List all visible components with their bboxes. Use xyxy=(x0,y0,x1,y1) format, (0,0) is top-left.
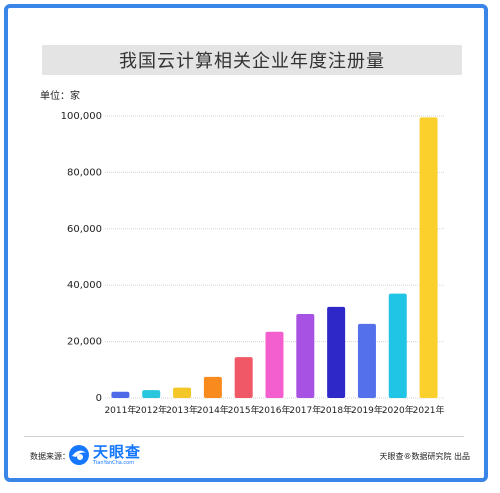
bar xyxy=(142,390,161,398)
logo-icon xyxy=(69,445,89,465)
bar xyxy=(173,387,192,398)
x-tick-label: 2011年 xyxy=(104,404,136,416)
y-tick-label: 100,000 xyxy=(61,111,102,122)
bar xyxy=(203,376,222,398)
x-tick-label: 2018年 xyxy=(320,404,352,416)
y-tick-label: 80,000 xyxy=(67,167,102,178)
footer-divider xyxy=(24,436,464,437)
x-tick-label: 2017年 xyxy=(289,404,321,416)
bar xyxy=(111,391,130,398)
chart-frame xyxy=(4,4,488,482)
y-tick-label: 60,000 xyxy=(67,224,102,235)
bar xyxy=(265,331,284,398)
bar xyxy=(357,323,376,398)
logo-text-cn: 天眼查 xyxy=(93,443,142,461)
bar xyxy=(296,313,315,398)
title-bar: 我国云计算相关企业年度注册量 xyxy=(42,45,462,75)
bar xyxy=(419,117,438,398)
x-tick-label: 2021年 xyxy=(413,404,445,416)
credit-text: 天眼查®数据研究院 出品 xyxy=(379,452,470,461)
y-tick-label: 0 xyxy=(96,393,102,404)
source-label: 数据来源： xyxy=(30,452,70,461)
unit-label: 单位：家 xyxy=(40,91,80,102)
x-tick-label: 2016年 xyxy=(259,404,291,416)
tianyancha-logo: 天眼查 TianYanCha.com xyxy=(67,443,141,467)
x-tick-label: 2015年 xyxy=(228,404,260,416)
y-tick-label: 20,000 xyxy=(67,337,102,348)
x-tick-label: 2012年 xyxy=(135,404,167,416)
chart-title: 我国云计算相关企业年度注册量 xyxy=(119,51,385,72)
x-tick-label: 2014年 xyxy=(197,404,229,416)
bar xyxy=(388,293,407,398)
bar xyxy=(327,306,346,398)
bar xyxy=(234,357,253,398)
x-tick-label: 2013年 xyxy=(166,404,198,416)
y-tick-label: 40,000 xyxy=(67,280,102,291)
x-tick-label: 2020年 xyxy=(382,404,414,416)
x-tick-label: 2019年 xyxy=(351,404,383,416)
logo-text-en: TianYanCha.com xyxy=(93,460,135,466)
